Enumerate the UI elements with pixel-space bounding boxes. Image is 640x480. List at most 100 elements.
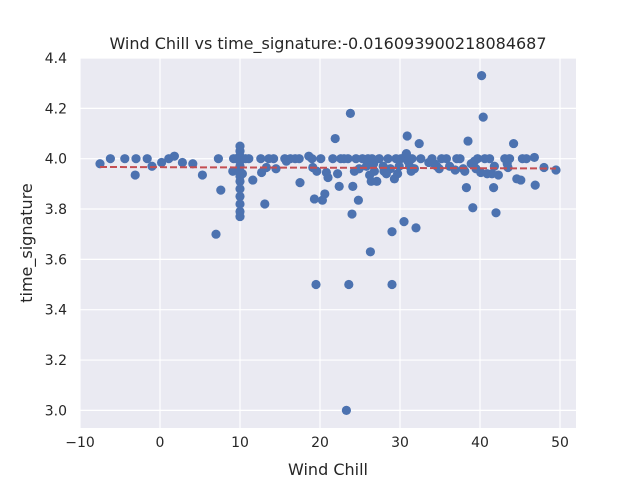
data-point <box>516 175 526 185</box>
data-point <box>344 279 354 290</box>
data-point <box>489 183 499 193</box>
data-point <box>399 217 409 227</box>
data-point <box>142 154 152 164</box>
data-point <box>256 154 266 164</box>
data-point <box>309 194 319 204</box>
data-point <box>461 183 471 193</box>
x-axis-label: Wind Chill <box>288 460 368 479</box>
data-point <box>307 154 317 164</box>
chart-title: Wind Chill vs time_signature:-0.01609390… <box>109 34 546 54</box>
data-point <box>387 279 397 290</box>
y-axis-label: time_signature <box>17 183 37 303</box>
y-tick-label: 3.6 <box>45 252 67 268</box>
data-point <box>473 154 483 164</box>
plot-area <box>80 58 576 428</box>
data-point <box>393 169 403 179</box>
data-point <box>316 154 326 164</box>
data-point <box>503 162 513 173</box>
data-point <box>216 185 226 195</box>
data-point <box>365 247 375 257</box>
data-point <box>295 177 305 188</box>
y-tick-label: 4.4 <box>45 51 67 67</box>
y-tick-labels: 3.0 3.2 3.4 3.6 3.8 4.0 4.2 4.4 <box>45 51 67 419</box>
data-point <box>131 154 141 164</box>
data-point <box>347 209 357 219</box>
data-point <box>177 157 187 168</box>
data-point <box>477 71 487 81</box>
data-point <box>169 151 179 161</box>
data-point <box>228 166 238 176</box>
data-point <box>271 164 281 174</box>
data-point <box>120 154 130 164</box>
y-tick-label: 3.2 <box>45 353 67 369</box>
data-point <box>485 154 495 164</box>
data-point <box>130 170 140 180</box>
data-point <box>383 154 393 164</box>
data-point <box>311 279 321 290</box>
data-point <box>235 211 245 222</box>
x-tick-label: 20 <box>311 435 329 451</box>
data-point <box>260 199 270 209</box>
data-point <box>478 112 488 122</box>
data-point <box>348 181 358 191</box>
data-point <box>312 166 322 176</box>
data-point <box>213 154 223 164</box>
data-point <box>450 165 460 175</box>
x-tick-label: 40 <box>471 435 489 451</box>
data-point <box>341 405 351 415</box>
data-point <box>353 195 363 205</box>
x-tick-label: 50 <box>551 435 569 451</box>
data-point <box>491 208 501 218</box>
data-point <box>551 165 561 175</box>
data-point <box>334 181 344 191</box>
data-point <box>351 154 361 164</box>
data-point <box>394 161 404 171</box>
data-point <box>320 189 330 199</box>
data-point <box>468 203 478 213</box>
data-point <box>508 138 519 149</box>
data-point <box>235 176 245 186</box>
data-point <box>330 133 340 144</box>
data-point <box>455 154 465 164</box>
data-point <box>530 180 540 190</box>
data-point <box>369 166 379 176</box>
data-point <box>463 136 473 146</box>
data-point <box>197 170 207 180</box>
data-point <box>343 154 353 164</box>
data-point <box>372 176 382 186</box>
data-point <box>407 154 417 164</box>
data-point <box>237 169 247 179</box>
y-tick-label: 3.8 <box>45 202 67 218</box>
data-point <box>414 138 424 149</box>
data-point <box>188 159 198 169</box>
data-point <box>294 154 304 164</box>
data-point <box>248 175 258 185</box>
data-point <box>269 154 279 164</box>
data-point <box>505 154 515 164</box>
x-tick-label: −10 <box>65 435 95 451</box>
trend-line-group <box>99 165 557 170</box>
data-point <box>157 157 167 168</box>
data-point <box>244 154 254 164</box>
data-point <box>211 229 221 239</box>
y-tick-label: 3.4 <box>45 303 67 319</box>
data-point <box>402 131 412 141</box>
data-point <box>416 154 426 164</box>
data-point <box>374 154 384 164</box>
data-point <box>493 170 503 180</box>
data-point <box>333 169 343 179</box>
y-tick-label: 4.2 <box>45 101 67 117</box>
data-point <box>345 108 355 118</box>
data-point <box>235 184 245 194</box>
data-point <box>489 161 499 171</box>
data-point <box>434 164 444 174</box>
data-point <box>328 154 338 164</box>
data-point <box>441 154 451 164</box>
data-point <box>235 199 245 209</box>
data-point <box>323 172 333 183</box>
data-point <box>411 223 421 233</box>
x-tick-label: 0 <box>156 435 165 451</box>
data-point <box>105 154 115 164</box>
data-point <box>354 164 364 174</box>
